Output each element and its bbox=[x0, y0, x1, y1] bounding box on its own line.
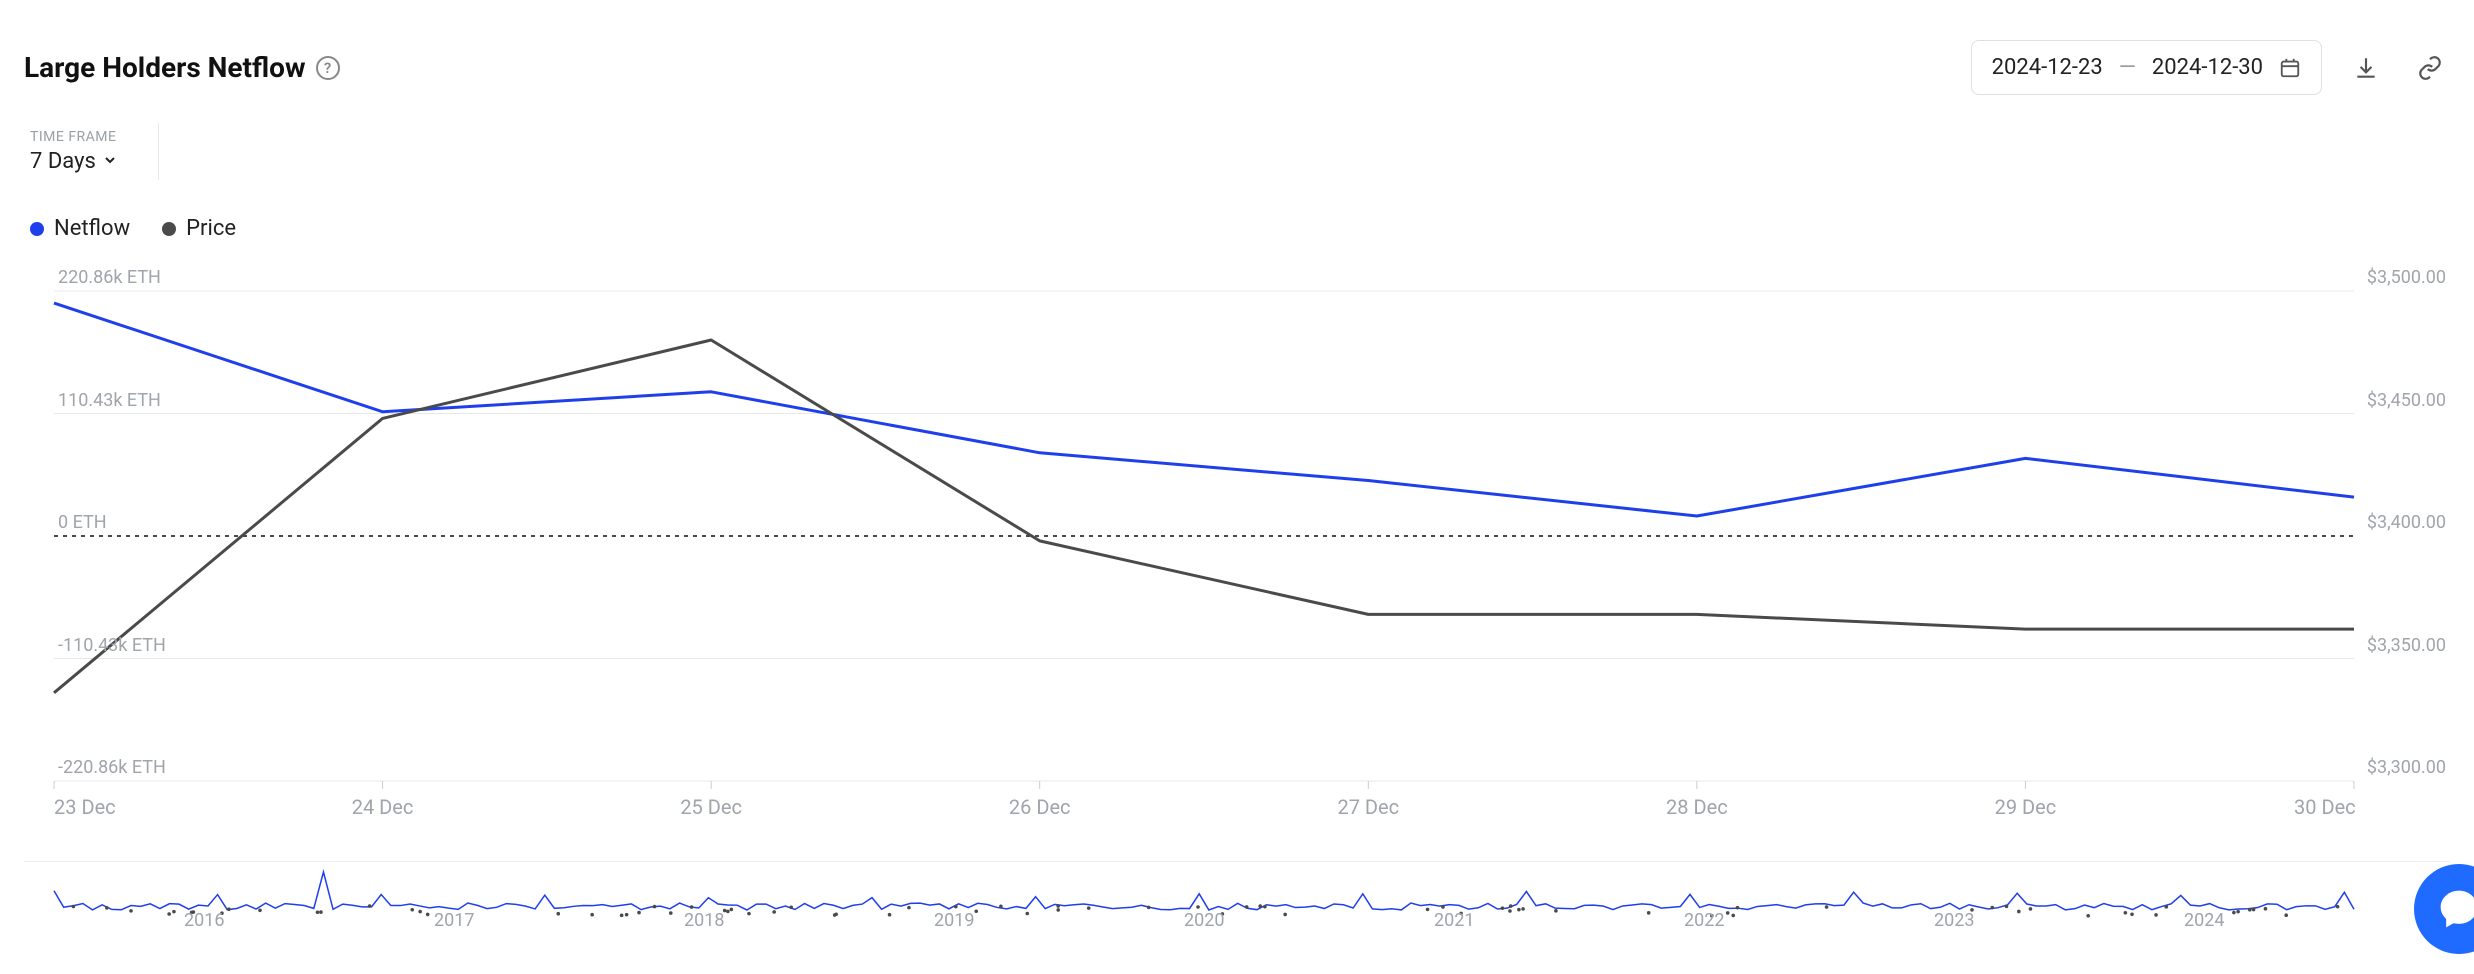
header-row: Large Holders Netflow ? 2024-12-23 — 202… bbox=[24, 40, 2450, 95]
x-axis-label: 25 Dec bbox=[680, 795, 742, 819]
y-axis-right-label: $3,300.00 bbox=[2367, 757, 2446, 778]
mini-year-label: 2022 bbox=[1684, 910, 1724, 931]
legend-dot bbox=[162, 222, 176, 236]
y-axis-left-label: -110.43k ETH bbox=[58, 635, 166, 656]
legend: Netflow Price bbox=[24, 216, 2450, 241]
y-axis-right-label: $3,500.00 bbox=[2367, 267, 2446, 288]
legend-item[interactable]: Price bbox=[162, 216, 236, 241]
x-axis-label: 28 Dec bbox=[1666, 795, 1728, 819]
mini-year-label: 2018 bbox=[684, 910, 724, 931]
date-start: 2024-12-23 bbox=[1992, 55, 2103, 80]
mini-year-label: 2024 bbox=[2184, 910, 2224, 931]
mini-year-label: 2021 bbox=[1434, 910, 1474, 931]
download-button[interactable] bbox=[2346, 48, 2386, 88]
legend-dot bbox=[30, 222, 44, 236]
date-range-picker[interactable]: 2024-12-23 — 2024-12-30 bbox=[1971, 40, 2322, 95]
mini-year-label: 2023 bbox=[1934, 910, 1974, 931]
legend-item[interactable]: Netflow bbox=[30, 216, 130, 241]
timeframe-value: 7 Days bbox=[30, 149, 96, 174]
legend-label: Price bbox=[186, 216, 236, 241]
y-axis-right-label: $3,350.00 bbox=[2367, 635, 2446, 656]
x-axis-label: 29 Dec bbox=[1995, 795, 2057, 819]
x-axis-label: 26 Dec bbox=[1009, 795, 1071, 819]
mini-year-label: 2019 bbox=[934, 910, 974, 931]
timeframe-label: TIME FRAME bbox=[30, 129, 118, 145]
page-title: Large Holders Netflow bbox=[24, 51, 306, 84]
date-separator: — bbox=[2119, 55, 2136, 80]
mini-year-label: 2020 bbox=[1184, 910, 1224, 931]
y-axis-left-label: 220.86k ETH bbox=[58, 267, 161, 288]
title-group: Large Holders Netflow ? bbox=[24, 51, 340, 84]
mini-year-label: 2017 bbox=[434, 910, 474, 931]
date-end: 2024-12-30 bbox=[2152, 55, 2263, 80]
header-controls: 2024-12-23 — 2024-12-30 bbox=[1971, 40, 2450, 95]
y-axis-left-label: 0 ETH bbox=[58, 512, 107, 533]
x-axis-label: 23 Dec bbox=[54, 795, 116, 819]
y-axis-right-label: $3,450.00 bbox=[2367, 390, 2446, 411]
x-axis-label: 30 Dec bbox=[2294, 795, 2356, 819]
x-axis-label: 27 Dec bbox=[1337, 795, 1399, 819]
chevron-down-icon bbox=[102, 149, 118, 174]
y-axis-left-label: -220.86k ETH bbox=[58, 757, 166, 778]
share-link-button[interactable] bbox=[2410, 48, 2450, 88]
help-icon[interactable]: ? bbox=[316, 56, 340, 80]
y-axis-right-label: $3,400.00 bbox=[2367, 512, 2446, 533]
main-chart: 220.86k ETH 110.43k ETH 0 ETH -110.43k ETH -… bbox=[24, 261, 2450, 821]
timeframe-selector[interactable]: TIME FRAME 7 Days bbox=[24, 123, 159, 180]
legend-label: Netflow bbox=[54, 216, 130, 241]
x-axis-label: 24 Dec bbox=[352, 795, 414, 819]
mini-timeline-chart[interactable]: 2016 2017 2018 2019 2020 2021 2022 2023 2024 bbox=[24, 861, 2450, 931]
mini-year-label: 2016 bbox=[184, 910, 224, 931]
y-axis-left-label: 110.43k ETH bbox=[58, 390, 161, 411]
calendar-icon bbox=[2279, 57, 2301, 79]
timeframe-value-row: 7 Days bbox=[30, 149, 118, 174]
